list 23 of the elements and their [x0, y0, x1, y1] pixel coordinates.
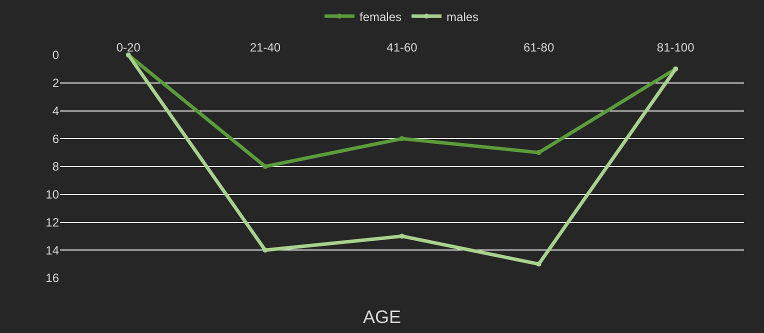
y-tick-label: 10	[46, 188, 60, 202]
y-tick-label: 16	[46, 271, 60, 286]
x-tick-label: 81-100	[656, 40, 695, 55]
point	[536, 262, 542, 267]
point	[536, 150, 542, 156]
y-tick-label: 2	[52, 76, 60, 90]
point	[400, 136, 404, 142]
x-tick-label: 41-60	[386, 40, 418, 55]
x-tick-label: 21-40	[250, 40, 281, 55]
y-tick-label: 14	[46, 243, 60, 258]
y-tick-label: 8	[52, 160, 60, 174]
legend-label: males	[446, 10, 479, 24]
legend-label: females	[360, 10, 402, 24]
y-tick-label: 0	[52, 48, 60, 62]
y-tick-label: 6	[52, 132, 60, 146]
point	[262, 164, 268, 169]
point	[400, 234, 404, 239]
text: AGE	[362, 307, 402, 328]
y-tick-label: 4	[52, 104, 60, 118]
y-tick-label: 12	[46, 215, 60, 230]
x-tick-label: 61-80	[523, 40, 554, 55]
x-tick-label: 0-20	[116, 40, 141, 55]
point	[262, 248, 268, 253]
